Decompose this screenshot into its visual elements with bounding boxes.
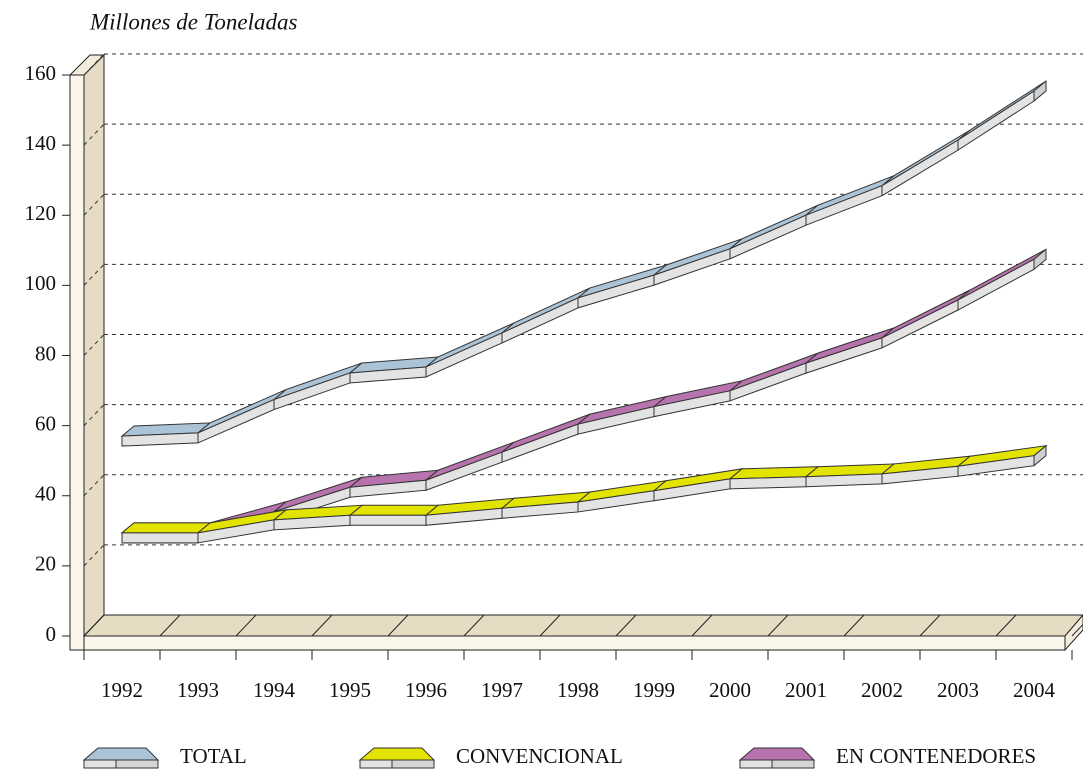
ribbon-top xyxy=(881,289,971,339)
grid-line xyxy=(83,544,105,567)
y-tick-label: 20 xyxy=(35,552,56,576)
x-tick-label: 1999 xyxy=(633,678,675,702)
grid-line xyxy=(83,123,105,146)
y-tick-label: 120 xyxy=(25,201,57,225)
x-tick-label: 2004 xyxy=(1013,678,1056,702)
floor-divider xyxy=(235,614,257,637)
grid-line xyxy=(83,334,105,356)
x-tick-label: 2001 xyxy=(785,678,827,702)
legend-label: EN CONTENEDORES xyxy=(836,744,1036,768)
ribbon-top xyxy=(501,287,591,334)
legend-swatch-top xyxy=(358,747,436,761)
ribbon-front xyxy=(729,214,807,260)
y-tick-label: 140 xyxy=(25,131,57,155)
y-tick-label: 0 xyxy=(46,622,57,646)
ribbon-top xyxy=(197,389,287,434)
grid-line xyxy=(83,264,105,286)
floor-divider xyxy=(387,614,409,637)
floor-front xyxy=(83,635,1066,651)
wall-front xyxy=(69,74,85,651)
legend-swatch-front xyxy=(771,759,815,769)
ribbon-end xyxy=(1033,248,1047,271)
y-tick-label: 80 xyxy=(35,341,56,365)
floor-top xyxy=(82,614,1083,637)
floor-divider xyxy=(615,614,637,637)
floor-divider xyxy=(539,614,561,637)
x-tick-label: 1997 xyxy=(481,678,523,702)
y-tick-label: 100 xyxy=(25,271,57,295)
ribbon-front xyxy=(425,332,503,378)
ribbon-front xyxy=(957,258,1035,311)
series-line xyxy=(122,96,1034,441)
legend-label: TOTAL xyxy=(180,744,247,768)
ribbon-top xyxy=(120,522,212,534)
legend-swatch-front xyxy=(359,759,393,769)
back-wall xyxy=(83,53,105,638)
floor-divider xyxy=(919,614,941,637)
legend-swatch-front xyxy=(391,759,435,769)
y-tick-label: 60 xyxy=(35,411,56,435)
legend-swatch-front xyxy=(739,759,773,769)
y-tick-label: 40 xyxy=(35,482,56,506)
ribbon-end xyxy=(1033,79,1047,103)
floor-side xyxy=(1064,614,1083,652)
x-tick-label: 1995 xyxy=(329,678,371,702)
ribbon-front xyxy=(957,90,1035,152)
ribbon-front xyxy=(881,299,959,349)
y-tick-label: 160 xyxy=(25,61,57,85)
x-tick-label: 1993 xyxy=(177,678,219,702)
legend-swatch-top xyxy=(82,747,160,761)
ribbon-front xyxy=(197,398,275,444)
ribbon-front xyxy=(121,532,199,544)
x-tick-label: 2000 xyxy=(709,678,751,702)
grid-line xyxy=(83,193,105,216)
x-tick-label: 1998 xyxy=(557,678,599,702)
ribbon-front xyxy=(349,514,427,526)
x-tick-label: 1996 xyxy=(405,678,447,702)
ribbon-front xyxy=(501,297,579,344)
ribbon-top xyxy=(348,504,440,516)
x-tick-label: 2002 xyxy=(861,678,903,702)
legend-swatch-front xyxy=(115,759,159,769)
grid-line xyxy=(83,404,105,426)
x-tick-label: 1992 xyxy=(101,678,143,702)
floor-divider xyxy=(159,614,181,637)
legend-swatch-top xyxy=(738,747,816,761)
floor-divider xyxy=(843,614,865,637)
legend-swatch-front xyxy=(83,759,117,769)
grid-line xyxy=(83,474,105,497)
ribbon-front xyxy=(805,473,883,488)
floor-divider xyxy=(1071,623,1083,637)
y-axis-label: Millones de Toneladas xyxy=(89,9,297,34)
floor-divider xyxy=(995,614,1017,637)
ribbon-top xyxy=(425,322,515,368)
x-tick-label: 2003 xyxy=(937,678,979,702)
floor-divider xyxy=(463,614,485,637)
x-tick-label: 1994 xyxy=(253,678,296,702)
wall-top xyxy=(68,54,106,76)
ribbon-end xyxy=(1033,444,1047,467)
floor-divider xyxy=(767,614,789,637)
floor-divider xyxy=(83,614,105,637)
ribbon-front xyxy=(729,476,807,490)
legend-label: CONVENCIONAL xyxy=(456,744,623,768)
floor-divider xyxy=(691,614,713,637)
grid-line xyxy=(83,53,105,76)
floor-divider xyxy=(311,614,333,637)
ribbon-front xyxy=(881,139,959,197)
ribbon-top xyxy=(729,204,819,250)
